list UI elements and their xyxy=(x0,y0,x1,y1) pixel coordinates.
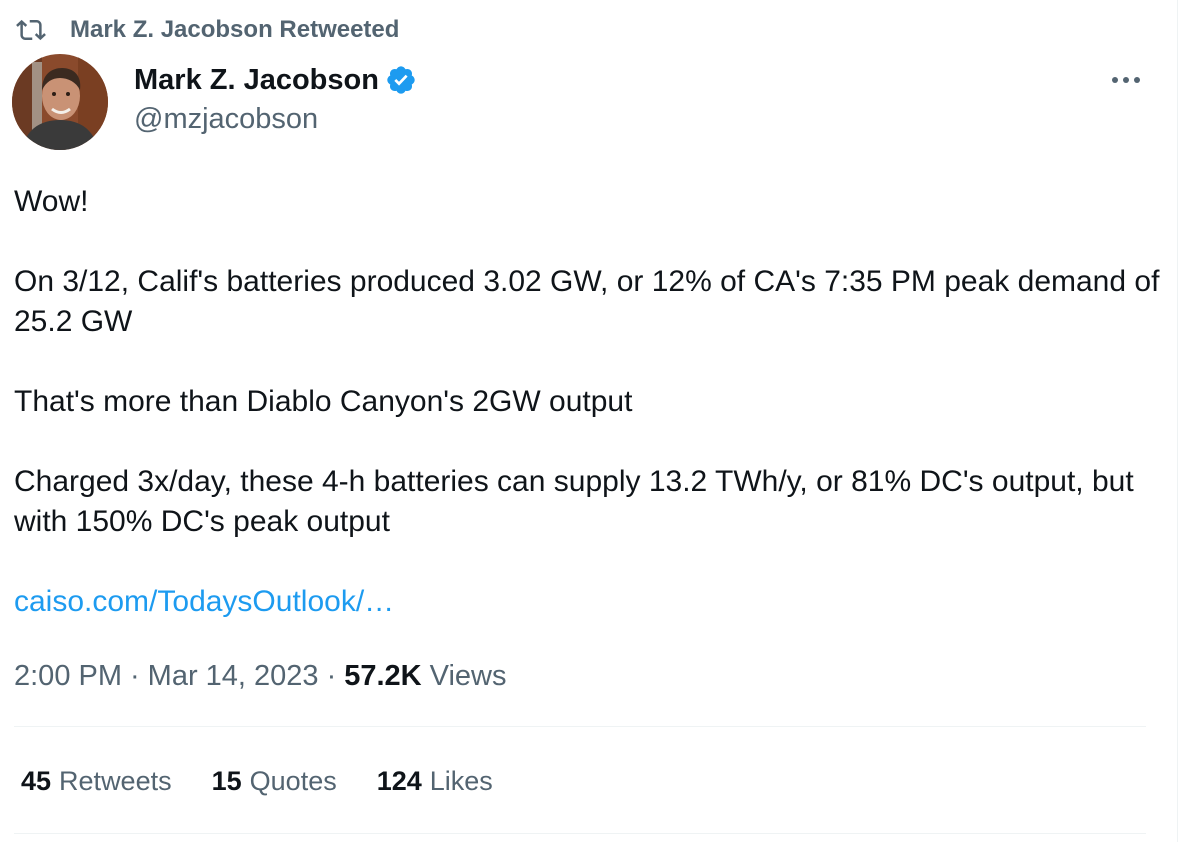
quotes-count: 15 xyxy=(211,765,242,796)
verified-badge-icon xyxy=(385,64,417,96)
tweet-time[interactable]: 2:00 PM xyxy=(14,659,122,692)
likes-label: Likes xyxy=(429,765,493,796)
meta-separator: · xyxy=(130,659,140,692)
tweet-paragraph: Wow! xyxy=(14,185,89,218)
retweets-stat[interactable]: 45 Retweets xyxy=(21,766,172,797)
tweet-paragraph: Charged 3x/day, these 4-h batteries can … xyxy=(14,465,1134,538)
retweet-header: Mark Z. Jacobson Retweeted xyxy=(16,14,399,46)
tweet-paragraph: That's more than Diablo Canyon's 2GW out… xyxy=(14,385,633,418)
quotes-label: Quotes xyxy=(249,765,337,796)
more-options-button[interactable] xyxy=(1104,62,1148,98)
retweet-header-text[interactable]: Mark Z. Jacobson Retweeted xyxy=(70,16,400,43)
tweet-date[interactable]: Mar 14, 2023 xyxy=(147,659,319,692)
author-name[interactable]: Mark Z. Jacobson xyxy=(134,63,379,96)
tweet-link[interactable]: caiso.com/TodaysOutlook/… xyxy=(14,585,395,618)
engagement-stats: 45 Retweets 15 Quotes 124 Likes xyxy=(21,761,533,801)
retweets-count: 45 xyxy=(21,765,52,796)
tweet-paragraph: On 3/12, Calif's batteries produced 3.02… xyxy=(14,265,1160,338)
author-name-row: Mark Z. Jacobson xyxy=(134,58,417,102)
views-count: 57.2K xyxy=(344,659,422,692)
likes-stat[interactable]: 124 Likes xyxy=(377,766,493,797)
divider xyxy=(14,833,1146,834)
tweet-text: Wow! On 3/12, Calif's batteries produced… xyxy=(14,182,1164,622)
more-dots-icon xyxy=(1112,77,1140,83)
retweets-label: Retweets xyxy=(59,765,172,796)
timeline-border xyxy=(1177,0,1178,842)
avatar[interactable] xyxy=(12,54,108,150)
divider xyxy=(14,726,1146,727)
retweet-icon xyxy=(16,15,46,45)
likes-count: 124 xyxy=(376,765,422,796)
author-handle[interactable]: @mzjacobson xyxy=(134,103,319,135)
meta-separator: · xyxy=(326,659,337,692)
views-label: Views xyxy=(429,659,507,692)
quotes-stat[interactable]: 15 Quotes xyxy=(212,766,337,797)
tweet-meta: 2:00 PM · Mar 14, 2023 · 57.2K Views xyxy=(14,656,506,696)
